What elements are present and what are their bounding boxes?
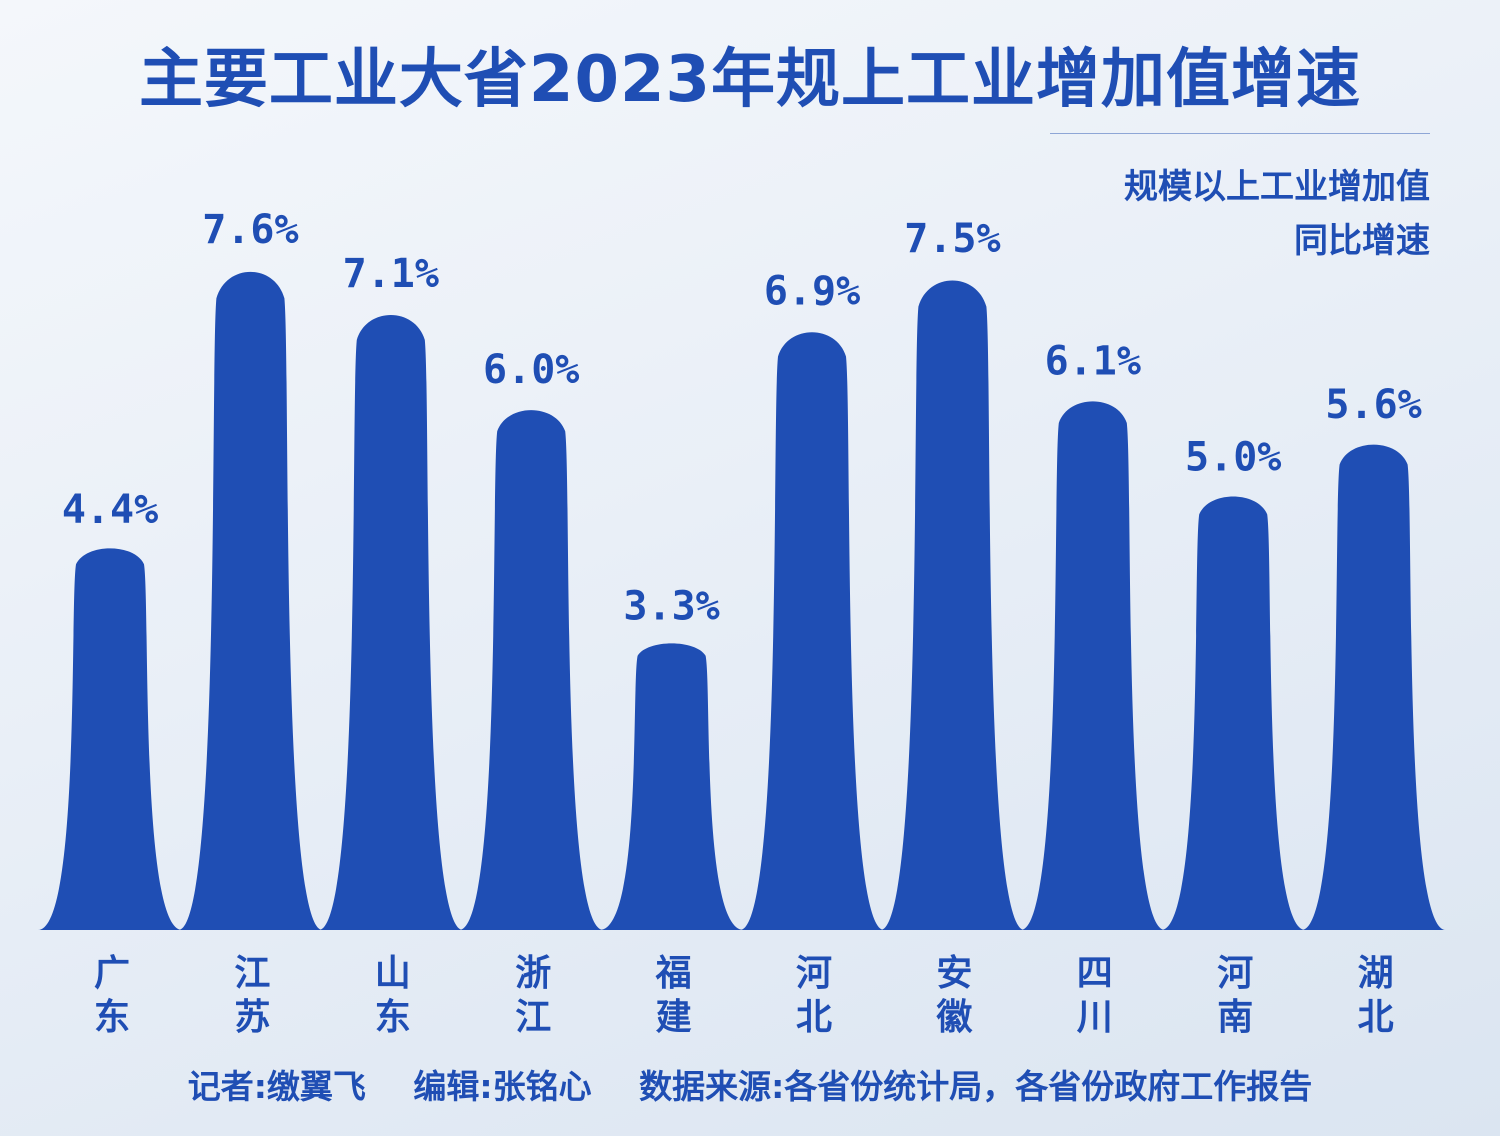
category-label: 河北	[796, 953, 832, 1038]
chart-category-labels: 广东 江苏 山东 浙江 福建 河北 安徽 四川 河南 湖北	[94, 953, 1394, 1038]
value-label: 6.9%	[764, 268, 860, 314]
value-label: 5.0%	[1185, 435, 1281, 481]
chart-title: 主要工业大省2023年规上工业增加值增速	[138, 43, 1362, 117]
bar-福建	[599, 643, 744, 930]
category-label: 四川	[1077, 953, 1113, 1038]
credits-footer: 记者:缴翼飞 编辑:张铭心 数据来源:各省份统计局，各省份政府工作报告	[0, 1060, 1500, 1108]
bar-安徽	[880, 280, 1025, 930]
category-label: 广东	[94, 953, 130, 1038]
metric-note: 规模以上工业增加值 同比增速	[1124, 160, 1430, 268]
value-label: 5.6%	[1325, 382, 1421, 428]
value-label: 7.5%	[904, 216, 1000, 262]
metric-note-line1: 规模以上工业增加值	[1124, 167, 1430, 207]
category-label: 湖北	[1358, 953, 1394, 1038]
chart-value-labels: 4.4% 7.6% 7.1% 6.0% 3.3% 6.9% 7.5% 6.1% 5.0% 5.6%	[62, 207, 1422, 629]
value-label: 6.0%	[483, 347, 579, 393]
bar-河北	[740, 332, 884, 930]
metric-note-line2: 同比增速	[1294, 221, 1430, 261]
bar-四川	[1020, 401, 1165, 930]
data-source: 数据来源:各省份统计局，各省份政府工作报告	[639, 1067, 1313, 1106]
editor-credit: 编辑:张铭心	[413, 1067, 592, 1106]
category-label: 安徽	[935, 953, 973, 1038]
bar-广东	[38, 548, 182, 930]
category-label: 福建	[655, 953, 692, 1038]
category-label: 山东	[375, 953, 411, 1038]
title-divider	[1050, 133, 1430, 134]
value-label: 4.4%	[62, 487, 158, 533]
value-label: 6.1%	[1045, 338, 1141, 384]
value-label: 3.3%	[623, 583, 719, 629]
category-label: 河南	[1217, 953, 1253, 1038]
category-label: 江苏	[234, 953, 270, 1038]
category-label: 浙江	[515, 953, 551, 1038]
reporter-credit: 记者:缴翼飞	[187, 1067, 366, 1106]
value-label: 7.1%	[343, 251, 439, 297]
chart-marks	[38, 271, 1446, 930]
bar-湖北	[1301, 444, 1446, 930]
value-label: 7.6%	[202, 207, 298, 253]
bar-江苏	[178, 271, 323, 930]
bar-河南	[1161, 496, 1306, 930]
bar-山东	[318, 315, 463, 930]
bar-浙江	[459, 410, 604, 930]
